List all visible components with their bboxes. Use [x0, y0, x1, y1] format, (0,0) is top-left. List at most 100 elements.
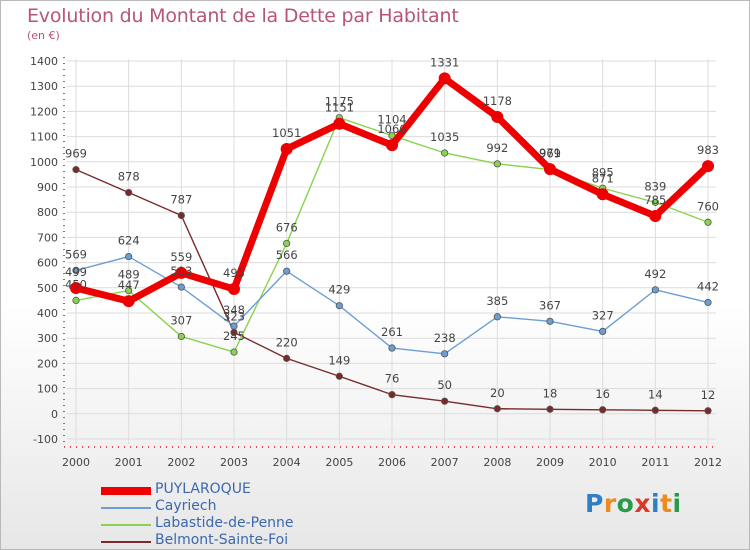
data-point	[493, 405, 501, 413]
logo-letter: r	[603, 489, 617, 518]
data-label: 327	[592, 308, 614, 322]
data-label: 149	[328, 353, 350, 367]
data-point	[125, 252, 133, 261]
data-label: 18	[543, 386, 558, 400]
x-tick-label: 2008	[483, 456, 511, 469]
y-tick-label: -100	[33, 433, 58, 446]
data-point	[122, 295, 135, 308]
data-label: 1066	[377, 122, 406, 136]
y-tick-label: 1400	[30, 55, 58, 68]
data-label: 624	[118, 234, 140, 248]
data-point	[704, 407, 712, 415]
legend-item: Belmont-Sainte-Foi	[101, 532, 361, 549]
data-label: 1175	[325, 95, 354, 109]
x-tick-label: 2002	[167, 456, 195, 469]
x-tick-label: 2004	[273, 456, 301, 469]
data-label: 983	[697, 143, 719, 157]
data-label: 871	[592, 171, 614, 185]
data-label: 220	[276, 335, 298, 349]
data-label: 14	[648, 387, 663, 401]
data-point	[388, 391, 396, 399]
y-tick-label: 900	[37, 181, 58, 194]
legend-item: Cayriech	[101, 498, 361, 517]
logo-letter: x	[634, 489, 651, 518]
y-tick-label: 600	[37, 257, 58, 270]
data-label: 1035	[430, 130, 459, 144]
data-point	[177, 211, 185, 220]
legend-swatch	[101, 507, 151, 509]
y-tick-label: 1200	[30, 105, 58, 118]
data-label: 499	[65, 265, 87, 279]
data-point	[333, 117, 346, 130]
data-label: 1331	[430, 55, 459, 69]
data-point	[546, 405, 554, 413]
y-tick-label: 0	[51, 408, 58, 421]
data-point	[230, 322, 238, 330]
data-label: 12	[701, 388, 716, 402]
y-tick-label: 500	[37, 282, 58, 295]
data-point	[72, 166, 80, 174]
logo-letter: i	[672, 489, 682, 518]
data-point	[649, 209, 662, 222]
data-label: 969	[65, 147, 87, 161]
data-point	[702, 160, 714, 173]
data-point	[599, 406, 607, 414]
data-label: 450	[65, 277, 87, 291]
data-label: 787	[170, 192, 192, 206]
y-tick-label: 400	[37, 307, 58, 320]
legend-item: PUYLAROQUE	[101, 481, 361, 500]
data-point	[493, 160, 501, 168]
data-label: 385	[486, 294, 508, 308]
data-label: 839	[644, 179, 666, 193]
data-label: 238	[434, 331, 456, 345]
y-tick-label: 100	[37, 383, 58, 396]
data-point	[125, 188, 133, 197]
y-tick-label: 300	[37, 332, 58, 345]
data-label: 245	[223, 329, 245, 343]
data-point	[704, 218, 712, 226]
x-tick-label: 2011	[641, 456, 669, 469]
data-label: 20	[490, 386, 505, 400]
logo-letter: t	[660, 489, 673, 518]
data-point	[228, 283, 240, 296]
data-label: 16	[595, 387, 610, 401]
logo-letter: i	[651, 489, 661, 518]
y-tick-label: 800	[37, 206, 58, 219]
x-tick-label: 2005	[325, 456, 353, 469]
legend-swatch	[101, 541, 151, 543]
legend-swatch	[101, 524, 151, 526]
legend-swatch	[101, 487, 151, 495]
data-point	[441, 350, 449, 358]
data-label: 878	[118, 170, 140, 184]
y-tick-label: 1300	[30, 80, 58, 93]
data-label: 307	[170, 313, 192, 327]
data-point	[651, 198, 659, 206]
data-label: 261	[381, 325, 403, 339]
data-point	[596, 188, 609, 201]
legend-item: Labastide-de-Penne	[101, 515, 361, 534]
data-label: 992	[486, 141, 508, 155]
data-point	[70, 282, 82, 295]
data-label: 1151	[325, 101, 354, 115]
x-tick-label: 2000	[62, 456, 90, 469]
data-label: 1178	[483, 94, 512, 108]
data-point	[441, 397, 449, 405]
data-label: 760	[697, 199, 719, 213]
series-cayriech	[72, 252, 712, 358]
legend-label: Cayriech	[155, 498, 217, 514]
data-point	[283, 354, 291, 362]
data-point	[177, 332, 185, 341]
data-point	[388, 344, 396, 352]
data-point	[175, 266, 188, 279]
data-label: 492	[644, 267, 666, 281]
data-label: 1104	[377, 113, 406, 127]
logo-letter: o	[616, 489, 635, 518]
data-point	[335, 372, 343, 380]
data-label: 503	[170, 264, 192, 278]
data-point	[441, 149, 449, 157]
data-point	[72, 296, 80, 304]
data-label: 447	[118, 278, 140, 292]
data-label: 895	[592, 165, 614, 179]
data-point	[177, 283, 185, 291]
